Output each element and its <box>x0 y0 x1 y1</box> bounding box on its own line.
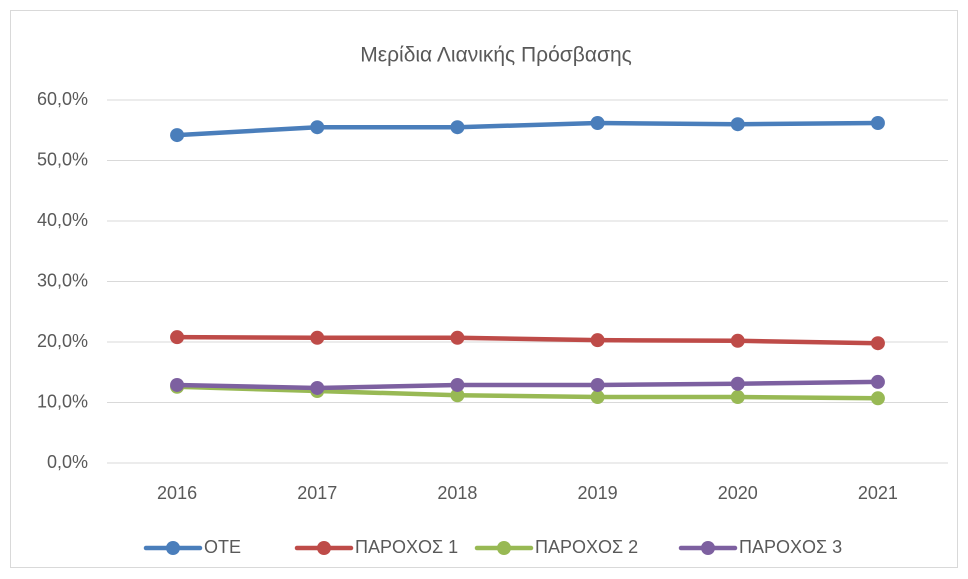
data-point <box>590 390 605 405</box>
x-tick-label: 2016 <box>157 483 197 503</box>
data-point <box>730 390 745 405</box>
legend-marker <box>166 541 180 555</box>
data-point <box>590 377 605 392</box>
data-point <box>450 377 465 392</box>
x-tick-label: 2018 <box>437 483 477 503</box>
data-point <box>590 333 605 348</box>
legend-label: ΠΑΡΟΧΟΣ 1 <box>355 537 458 557</box>
data-point <box>310 120 325 135</box>
data-point <box>170 377 185 392</box>
chart-border <box>10 10 958 568</box>
y-tick-label: 30,0% <box>37 270 88 290</box>
series-line <box>174 120 881 138</box>
legend-label: ΠΑΡΟΧΟΣ 3 <box>739 537 842 557</box>
data-point <box>170 330 185 345</box>
data-point <box>590 115 605 130</box>
x-tick-label: 2017 <box>297 483 337 503</box>
legend-label: ΟΤΕ <box>204 537 241 557</box>
data-point <box>450 120 465 135</box>
y-tick-label: 60,0% <box>37 89 88 109</box>
data-point <box>450 330 465 345</box>
data-point <box>730 333 745 348</box>
series-line <box>174 379 881 391</box>
data-point <box>310 330 325 345</box>
data-point <box>870 391 885 406</box>
x-tick-label: 2020 <box>718 483 758 503</box>
data-point <box>870 374 885 389</box>
y-tick-label: 20,0% <box>37 331 88 351</box>
y-tick-label: 40,0% <box>37 210 88 230</box>
y-tick-label: 10,0% <box>37 391 88 411</box>
data-point <box>730 117 745 132</box>
data-point <box>870 336 885 351</box>
data-point <box>870 115 885 130</box>
data-point <box>730 376 745 391</box>
series-line <box>174 384 881 401</box>
legend-marker <box>497 541 511 555</box>
series-line <box>174 334 881 346</box>
data-point <box>170 128 185 143</box>
y-tick-label: 0,0% <box>47 452 88 472</box>
data-point <box>310 380 325 395</box>
y-tick-label: 50,0% <box>37 149 88 169</box>
chart-title: Μερίδια Λιανικής Πρόσβασης <box>360 44 632 67</box>
x-tick-label: 2019 <box>578 483 618 503</box>
x-tick-label: 2021 <box>858 483 898 503</box>
data-point <box>450 388 465 403</box>
legend-label: ΠΑΡΟΧΟΣ 2 <box>535 537 638 557</box>
legend-marker <box>701 541 715 555</box>
legend-marker <box>317 541 331 555</box>
